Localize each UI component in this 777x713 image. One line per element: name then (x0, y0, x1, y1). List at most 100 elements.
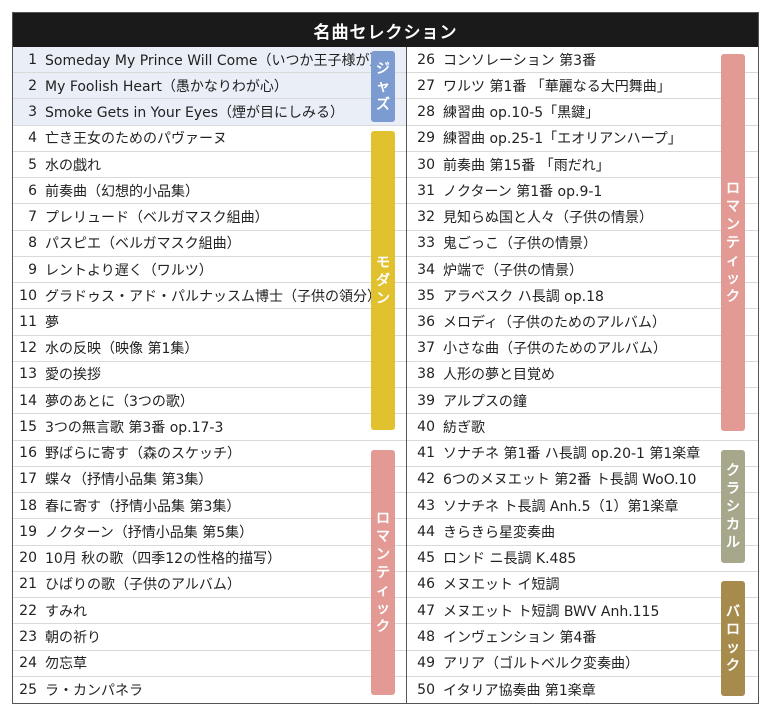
row-title: My Foolish Heart（愚かなりわが心） (45, 78, 288, 95)
table-row: 44 きらきら星変奏曲 (407, 519, 758, 546)
row-title: 夢のあとに（3つの歌） (45, 393, 194, 410)
row-title: 春に寄す（抒情小品集 第3集） (45, 498, 241, 515)
table-row: 10 グラドゥス・アド・パルナッスム博士（子供の領分） (13, 283, 406, 310)
row-title: ソナチネ ト長調 Anh.5（1）第1楽章 (443, 498, 679, 515)
table-row: 26 コンソレーション 第3番 (407, 47, 758, 74)
genre-band-modern: モダン (371, 131, 395, 430)
row-number: 49 (417, 655, 435, 672)
row-number: 20 (19, 550, 37, 567)
row-number: 24 (19, 655, 37, 672)
table-row: 29 練習曲 op.25-1「エオリアンハープ」 (407, 126, 758, 152)
row-number: 1 (28, 51, 37, 68)
genre-band-romantic-right: ロマンティック (721, 54, 745, 431)
table-row: 18 春に寄す（抒情小品集 第3集） (13, 493, 406, 520)
row-title: 炉端で（子供の情景） (443, 262, 583, 279)
row-number: 16 (19, 445, 37, 462)
table-row: 31 ノクターン 第1番 op.9-1 (407, 178, 758, 205)
genre-band-romantic-left: ロマンティック (371, 450, 395, 695)
genre-band-classical: クラシカル (721, 450, 745, 563)
table-row: 34 炉端で（子供の情景） (407, 257, 758, 284)
row-number: 10 (19, 287, 37, 304)
right-column: 26 コンソレーション 第3番 27 ワルツ 第1番 「華麗なる大円舞曲」 28 練習曲 … (407, 47, 758, 703)
row-number: 23 (19, 628, 37, 645)
row-title: 前奏曲 第15番 「雨だれ」 (443, 157, 610, 174)
table-row: 12 水の反映（映像 第1集） (13, 336, 406, 362)
table-row: 6 前奏曲（幻想的小品集） (13, 178, 406, 205)
row-number: 33 (417, 235, 435, 252)
row-number: 38 (417, 366, 435, 383)
row-number: 8 (28, 235, 37, 252)
table-row: 43 ソナチネ ト長調 Anh.5（1）第1楽章 (407, 493, 758, 520)
row-number: 6 (28, 182, 37, 199)
row-number: 13 (19, 366, 37, 383)
table-row: 15 3つの無言歌 第3番 op.17-3 (13, 414, 406, 441)
row-title: 愛の挨拶 (45, 367, 101, 384)
row-title: 前奏曲（幻想的小品集） (45, 183, 199, 200)
table-row: 30 前奏曲 第15番 「雨だれ」 (407, 152, 758, 179)
row-title: 勿忘草 (45, 656, 87, 673)
row-number: 18 (19, 497, 37, 514)
table-row: 28 練習曲 op.10-5「黒鍵」 (407, 99, 758, 126)
row-number: 12 (19, 340, 37, 357)
row-number: 37 (417, 340, 435, 357)
row-title: 小さな曲（子供のためのアルバム） (443, 341, 667, 358)
row-title: 10月 秋の歌（四季12の性格的描写） (45, 551, 282, 568)
table-row: 40 紡ぎ歌 (407, 414, 758, 441)
row-number: 27 (417, 77, 435, 94)
table-row: 17 蝶々（抒情小品集 第3集） (13, 467, 406, 494)
table-row: 32 見知らぬ国と人々（子供の情景） (407, 204, 758, 231)
left-column: 1 Someday My Prince Will Come（いつか王子様が） 2 My… (13, 47, 407, 703)
table-row: 5 水の戯れ (13, 152, 406, 179)
row-title: 見知らぬ国と人々（子供の情景） (443, 210, 653, 227)
row-number: 43 (417, 497, 435, 514)
row-number: 5 (28, 156, 37, 173)
row-number: 26 (417, 51, 435, 68)
row-title: 鬼ごっこ（子供の情景） (443, 236, 597, 253)
row-title: ロンド ニ長調 K.485 (443, 551, 577, 568)
row-title: 水の反映（映像 第1集） (45, 341, 199, 358)
row-title: プレリュード（ベルガマスク組曲） (45, 210, 269, 227)
table-row: 9 レントより遅く（ワルツ） (13, 257, 406, 284)
row-number: 22 (19, 602, 37, 619)
row-title: アルプスの鐘 (443, 393, 527, 410)
row-title: インヴェンション 第4番 (443, 629, 597, 646)
row-number: 39 (417, 392, 435, 409)
row-number: 45 (417, 550, 435, 567)
table-row: 16 野ばらに寄す（森のスケッチ） (13, 441, 406, 467)
table-row: 39 アルプスの鐘 (407, 388, 758, 415)
row-title: 練習曲 op.10-5「黒鍵」 (443, 105, 600, 122)
row-title: 亡き王女のためのパヴァーヌ (45, 131, 227, 148)
row-number: 19 (19, 523, 37, 540)
row-title: パスピエ（ベルガマスク組曲） (45, 236, 241, 253)
row-title: Someday My Prince Will Come（いつか王子様が） (45, 52, 375, 69)
row-number: 35 (417, 287, 435, 304)
table-row: 47 メヌエット ト短調 BWV Anh.115 (407, 598, 758, 625)
table-row: 25 ラ・カンパネラ (13, 677, 406, 703)
row-number: 17 (19, 471, 37, 488)
row-title: ノクターン 第1番 op.9-1 (443, 183, 603, 200)
table-row: 21 ひばりの歌（子供のアルバム） (13, 572, 406, 599)
row-title: ワルツ 第1番 「華麗なる大円舞曲」 (443, 78, 671, 95)
row-number: 25 (19, 681, 37, 698)
row-title: 6つのメヌエット 第2番 ト長調 WoO.10 (443, 472, 697, 489)
row-number: 21 (19, 576, 37, 593)
row-number: 28 (417, 104, 435, 121)
row-number: 44 (417, 523, 435, 540)
row-title: アラベスク ハ長調 op.18 (443, 288, 604, 305)
table-row: 7 プレリュード（ベルガマスク組曲） (13, 204, 406, 231)
row-title: 紡ぎ歌 (443, 419, 485, 436)
row-title: メロディ（子供のためのアルバム） (443, 315, 666, 331)
table-row: 38 人形の夢と目覚め (407, 362, 758, 389)
row-number: 48 (417, 628, 435, 645)
row-title: 夢 (45, 315, 59, 331)
table-row: 11 夢 (13, 309, 406, 336)
table-row: 3 Smoke Gets in Your Eyes（煙が目にしみる） (13, 99, 406, 126)
row-number: 4 (28, 130, 37, 147)
row-title: ノクターン（抒情小品集 第5集） (45, 524, 254, 541)
row-number: 30 (417, 156, 435, 173)
table-row: 42 6つのメヌエット 第2番 ト長調 WoO.10 (407, 467, 758, 494)
row-number: 40 (417, 418, 435, 435)
table-row: 27 ワルツ 第1番 「華麗なる大円舞曲」 (407, 73, 758, 100)
row-title: ソナチネ 第1番 ハ長調 op.20-1 第1楽章 (443, 446, 701, 463)
row-number: 11 (19, 314, 37, 330)
